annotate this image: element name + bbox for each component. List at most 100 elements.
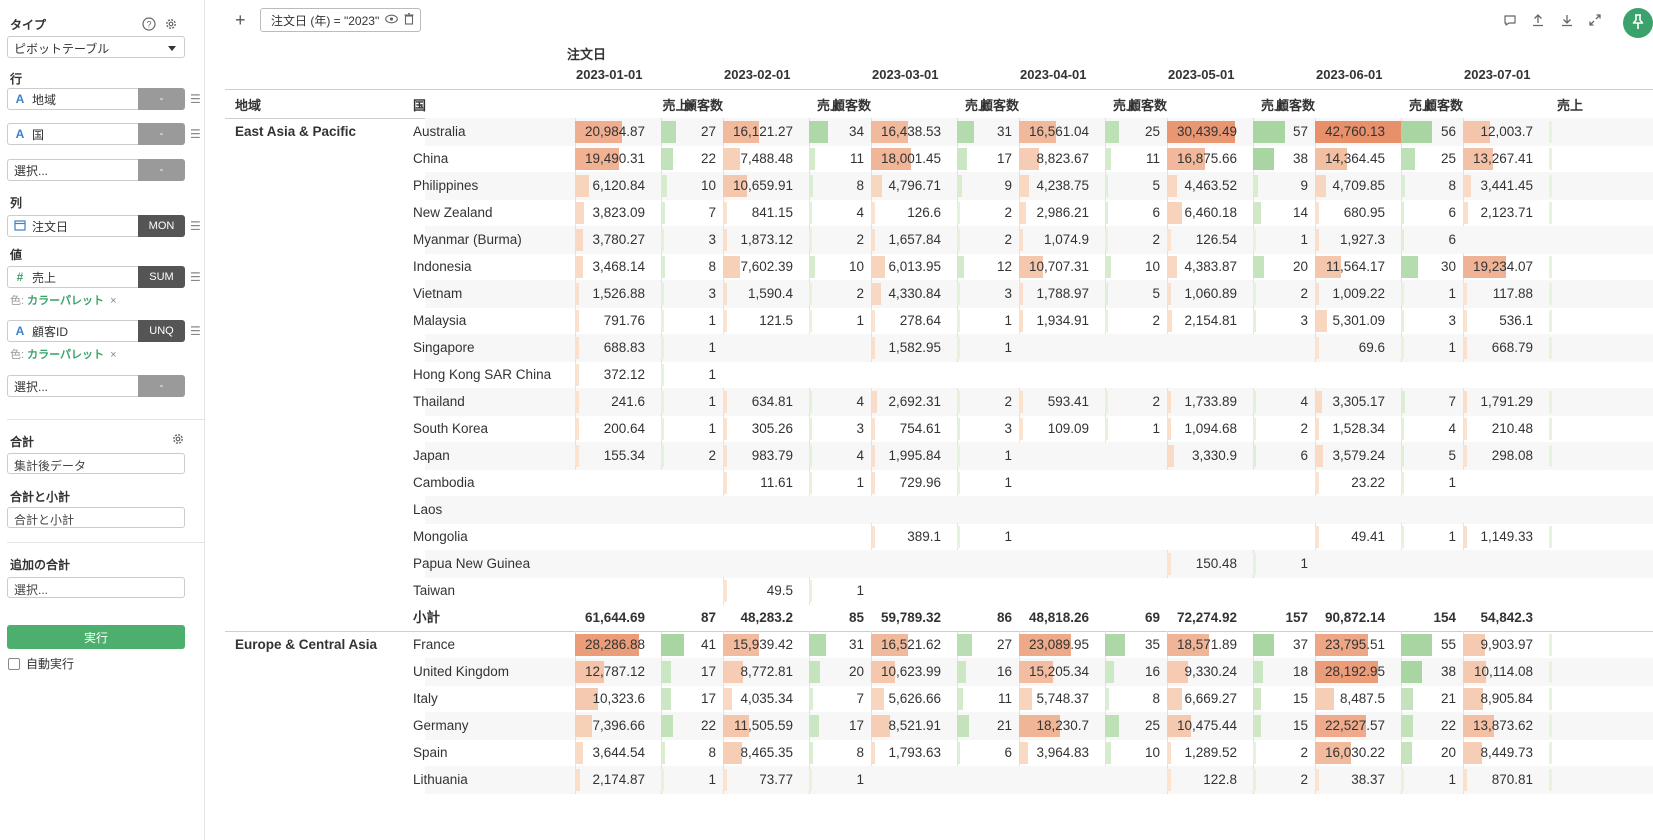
- customers-bar: [957, 472, 960, 494]
- row-field-region-agg[interactable]: -: [138, 88, 185, 110]
- customers-column-header[interactable]: 顧客数: [1275, 98, 1315, 113]
- sales-value: 1,582.95: [888, 340, 941, 355]
- remove-color-icon[interactable]: ×: [110, 349, 117, 361]
- sales-column-header[interactable]: 売上: [964, 98, 991, 113]
- row-field-country-agg[interactable]: -: [138, 123, 185, 145]
- sales-bar: [1315, 121, 1411, 143]
- sales-column-header[interactable]: 売上: [816, 98, 843, 113]
- total-settings-gear-icon[interactable]: [170, 431, 186, 447]
- region-column-header[interactable]: 地域: [235, 98, 262, 113]
- color-prefix: 色:: [10, 349, 25, 361]
- customers-bar: [957, 418, 960, 440]
- customers-column-header[interactable]: 顧客数: [1423, 98, 1463, 113]
- expand-icon[interactable]: [1587, 12, 1603, 28]
- drag-handle-icon[interactable]: ☰: [190, 270, 201, 284]
- country-cell: Lithuania: [413, 772, 468, 787]
- drag-handle-icon[interactable]: ☰: [190, 219, 201, 233]
- eye-icon[interactable]: [385, 13, 399, 27]
- column-field-order-date[interactable]: 注文日 MON: [7, 215, 185, 237]
- total-type-input[interactable]: 集計後データ: [7, 453, 185, 474]
- value-field-customer-agg[interactable]: UNQ: [138, 320, 185, 342]
- customers-value: 1: [1004, 340, 1012, 355]
- row-field-empty-agg[interactable]: -: [138, 159, 185, 181]
- color-palette-link[interactable]: カラーパレット: [27, 349, 105, 361]
- customers-column-header[interactable]: 顧客数: [831, 98, 871, 113]
- sales-column-header[interactable]: 売上: [1260, 98, 1287, 113]
- sales-column-header[interactable]: 売上: [1556, 98, 1583, 113]
- value-field-empty-select[interactable]: 選択...: [7, 375, 138, 397]
- customers-column-header[interactable]: 顧客数: [683, 98, 723, 113]
- customers-bar: [661, 688, 671, 710]
- customers-value: 8: [1152, 691, 1160, 706]
- sales-value: 6,460.18: [1184, 205, 1237, 220]
- sales-value: 680.95: [1343, 205, 1385, 220]
- add-filter-button[interactable]: +: [235, 10, 246, 30]
- filter-chip[interactable]: 注文日 (年) = "2023": [260, 8, 422, 32]
- remove-color-icon[interactable]: ×: [110, 295, 117, 307]
- value-field-sales[interactable]: # 売上 SUM: [7, 266, 185, 288]
- sales-column-header[interactable]: 売上▾: [662, 98, 695, 113]
- color-palette-link[interactable]: カラーパレット: [27, 295, 105, 307]
- customers-value: 3: [708, 286, 716, 301]
- settings-gear-icon[interactable]: [163, 16, 179, 32]
- sales-value: 5,748.37: [1036, 691, 1089, 706]
- sales-value: 126.54: [1195, 232, 1237, 247]
- autorun-toggle[interactable]: 自動実行: [8, 655, 74, 672]
- pin-button[interactable]: [1623, 8, 1653, 38]
- country-cell: Philippines: [413, 178, 479, 193]
- sales-bar: [1019, 283, 1023, 305]
- country-cell: France: [413, 637, 456, 652]
- sales-bar: [1463, 661, 1486, 683]
- customers-value: 22: [1440, 718, 1456, 733]
- sales-bar: [1315, 283, 1319, 305]
- run-button[interactable]: 実行: [7, 625, 185, 649]
- value-field-sales-agg[interactable]: SUM: [138, 266, 185, 288]
- row-field-empty[interactable]: 選択... -: [7, 159, 185, 181]
- comment-icon[interactable]: [1502, 12, 1518, 28]
- drag-handle-icon[interactable]: ☰: [190, 127, 201, 141]
- column-field-agg[interactable]: MON: [138, 215, 185, 237]
- sales-value: 23,795.51: [1324, 637, 1385, 652]
- autorun-checkbox[interactable]: [8, 657, 20, 670]
- value-field-empty[interactable]: 選択... -: [7, 375, 185, 397]
- download-icon[interactable]: [1559, 12, 1575, 28]
- country-column-header[interactable]: 国: [413, 98, 427, 113]
- trash-icon[interactable]: [404, 12, 414, 28]
- drag-handle-icon[interactable]: ☰: [190, 324, 201, 338]
- sales-value: 4,709.85: [1332, 178, 1385, 193]
- help-icon[interactable]: ?: [141, 16, 157, 32]
- customers-column-header[interactable]: 顧客数: [1127, 98, 1167, 113]
- sales-value: 19,234.07: [1472, 259, 1533, 274]
- sales-value: 18,001.45: [880, 151, 941, 166]
- sales-bar: [1315, 310, 1327, 332]
- sales-bar: [1167, 742, 1171, 764]
- customers-bar: [1549, 175, 1552, 197]
- sales-column-header[interactable]: 売上: [1112, 98, 1139, 113]
- value-field-empty-agg[interactable]: -: [138, 375, 185, 397]
- row-field-region[interactable]: A 地域 -: [7, 88, 185, 110]
- extra-total-input[interactable]: 選択...: [7, 577, 185, 598]
- customers-column-header[interactable]: 顧客数: [979, 98, 1019, 113]
- sales-column-header[interactable]: 売上: [1408, 98, 1435, 113]
- customers-bar: [1401, 742, 1412, 764]
- customers-bar: [1253, 445, 1256, 467]
- subtotal-input[interactable]: 合計と小計: [7, 507, 185, 528]
- customers-bar: [1549, 418, 1552, 440]
- value-field-customer-id[interactable]: A 顧客ID UNQ: [7, 320, 185, 342]
- chart-type-select[interactable]: ピボットテーブル: [7, 36, 185, 58]
- drag-handle-icon[interactable]: ☰: [190, 92, 201, 106]
- customers-value: 86: [996, 610, 1012, 625]
- sales-bar: [871, 742, 875, 764]
- country-cell: China: [413, 151, 449, 166]
- sales-value: 18,571.89: [1176, 637, 1237, 652]
- sales-bar: [1463, 283, 1467, 305]
- upload-icon[interactable]: [1530, 12, 1546, 28]
- sales-bar: [1019, 148, 1039, 170]
- row-field-empty-select[interactable]: 選択...: [7, 159, 138, 181]
- customers-value: 1: [856, 772, 864, 787]
- customers-bar: [1549, 445, 1552, 467]
- customers-bar: [957, 175, 962, 197]
- sales-bar: [1315, 337, 1319, 359]
